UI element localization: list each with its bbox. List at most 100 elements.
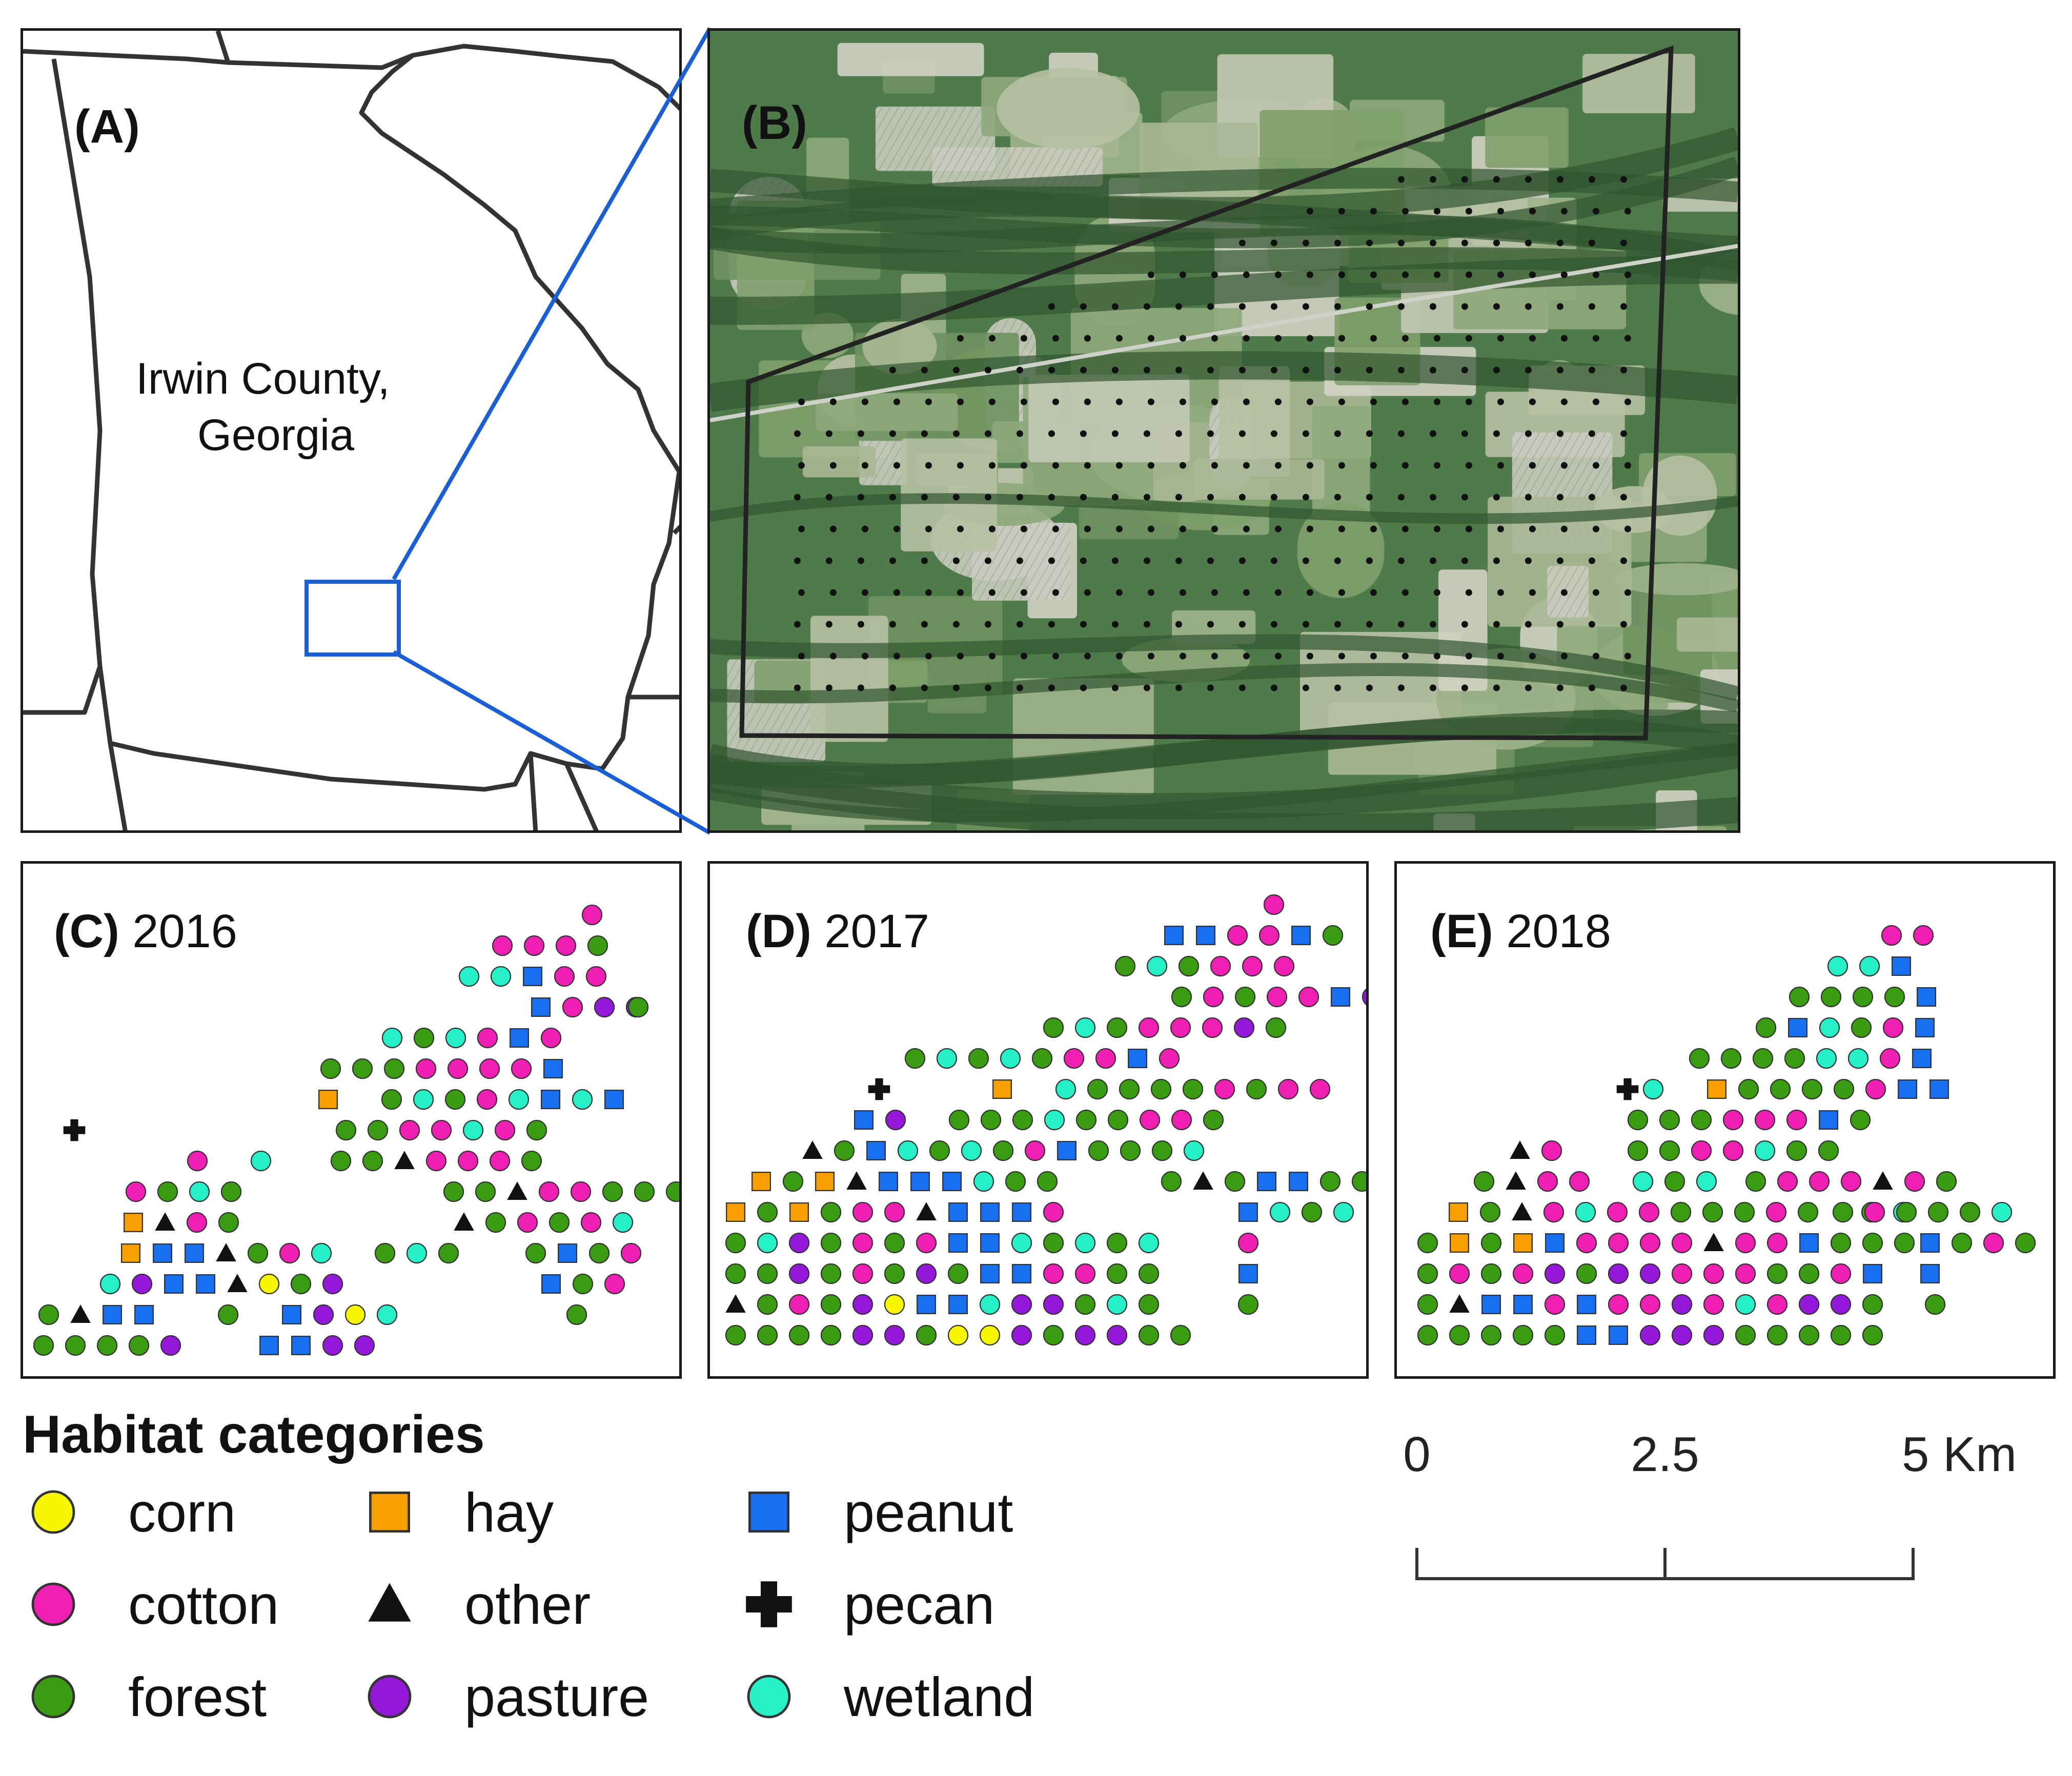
cotton-marker (1904, 1171, 1925, 1192)
survey-point (1207, 430, 1214, 437)
survey-point (1560, 589, 1568, 596)
survey-point (829, 462, 837, 469)
forest-marker (1170, 1324, 1191, 1346)
forest-corridor (710, 634, 1738, 702)
forest-marker (1043, 1017, 1064, 1038)
forest-marker (757, 1294, 778, 1315)
crop-field (837, 43, 984, 76)
cotton-marker (1095, 1048, 1116, 1069)
survey-point (1020, 462, 1027, 469)
forest-marker (65, 1335, 86, 1356)
forest-marker (820, 1232, 842, 1254)
cotton-marker (538, 1181, 560, 1202)
survey-point (1429, 621, 1436, 628)
survey-point (1429, 239, 1436, 247)
survey-point (1556, 494, 1563, 501)
forest-marker (1896, 1201, 1917, 1223)
survey-point (988, 652, 996, 660)
cotton-marker (1765, 1201, 1787, 1223)
survey-point (1497, 462, 1504, 469)
legend-label-cotton: cotton (128, 1573, 279, 1636)
survey-point (1306, 525, 1313, 533)
cotton-marker (1703, 1294, 1724, 1315)
survey-point (1497, 652, 1504, 660)
peanut-marker (980, 1202, 1000, 1222)
survey-point (1592, 271, 1599, 278)
peanut-marker (531, 997, 551, 1017)
hay-marker (992, 1079, 1012, 1099)
cotton-marker (562, 996, 583, 1018)
survey-point (1397, 366, 1405, 374)
survey-point (1143, 430, 1150, 437)
survey-point (1461, 557, 1468, 564)
wetland-marker (1816, 1048, 1837, 1069)
survey-point (1084, 398, 1091, 405)
survey-point (1465, 525, 1472, 533)
pasture-marker (1671, 1294, 1693, 1315)
survey-point (1147, 462, 1154, 469)
survey-point (1560, 271, 1568, 278)
survey-point (1243, 271, 1250, 278)
forest-marker (820, 1294, 842, 1315)
survey-point (1211, 271, 1218, 278)
wetland-marker (1146, 955, 1168, 977)
legend-title: Habitat categories (23, 1405, 485, 1464)
forest-marker (290, 1273, 312, 1295)
survey-point (1433, 208, 1440, 215)
survey-point (1238, 430, 1246, 437)
survey-point (1302, 239, 1309, 247)
forest-marker (1755, 1017, 1777, 1038)
survey-point (825, 494, 832, 501)
wetland-marker (1183, 1140, 1205, 1161)
other-marker (368, 1583, 411, 1622)
forest-marker (1833, 1078, 1855, 1100)
forest-marker (1766, 1263, 1788, 1284)
forest-marker (1797, 1201, 1819, 1223)
survey-point (1366, 621, 1373, 628)
panel-a-state-map: (A) Irwin County, Georgia (21, 28, 682, 833)
cotton-marker (1170, 1017, 1191, 1038)
peanut-marker (1196, 925, 1216, 946)
peanut-marker (1929, 1079, 1949, 1099)
survey-point (1211, 652, 1218, 660)
other-legend-symbol (368, 1583, 411, 1622)
wetland-marker (1991, 1201, 2013, 1223)
forest-marker (1480, 1232, 1502, 1254)
survey-point (857, 621, 864, 628)
cotton-marker (1063, 1048, 1085, 1069)
panel-c-title: (C) 2016 (54, 905, 237, 958)
forest-marker (1936, 1171, 1957, 1192)
forest-marker (438, 1242, 459, 1264)
forest-marker (383, 1058, 405, 1079)
survey-point (921, 366, 928, 374)
survey-point (952, 684, 960, 691)
survey-point (1529, 335, 1536, 342)
forest-marker (820, 1324, 842, 1346)
survey-point (1493, 303, 1500, 310)
wetland-marker (311, 1242, 332, 1264)
peanut-marker (558, 1243, 578, 1263)
cotton-marker (187, 1150, 208, 1172)
survey-point (952, 430, 960, 437)
peanut-marker (1863, 1264, 1883, 1284)
survey-point (1397, 684, 1405, 691)
survey-point (1211, 525, 1218, 533)
survey-point (1016, 684, 1023, 691)
survey-point (1111, 366, 1119, 374)
survey-point (1493, 494, 1500, 501)
other-marker (155, 1212, 175, 1231)
forest-marker (1480, 1263, 1502, 1284)
cotton-marker (279, 1242, 300, 1264)
survey-point (1556, 239, 1563, 247)
forest-marker (1322, 925, 1344, 946)
cotton-marker (1879, 1048, 1901, 1069)
survey-point (1147, 589, 1154, 596)
forest-marker (1417, 1324, 1438, 1346)
panel-d-label: (D) (746, 905, 811, 957)
survey-point (1306, 271, 1313, 278)
survey-point (1401, 652, 1409, 660)
cotton-marker (1671, 1263, 1693, 1284)
forest-marker (374, 1242, 396, 1264)
survey-point (1084, 462, 1091, 469)
cotton-marker (1266, 986, 1288, 1008)
